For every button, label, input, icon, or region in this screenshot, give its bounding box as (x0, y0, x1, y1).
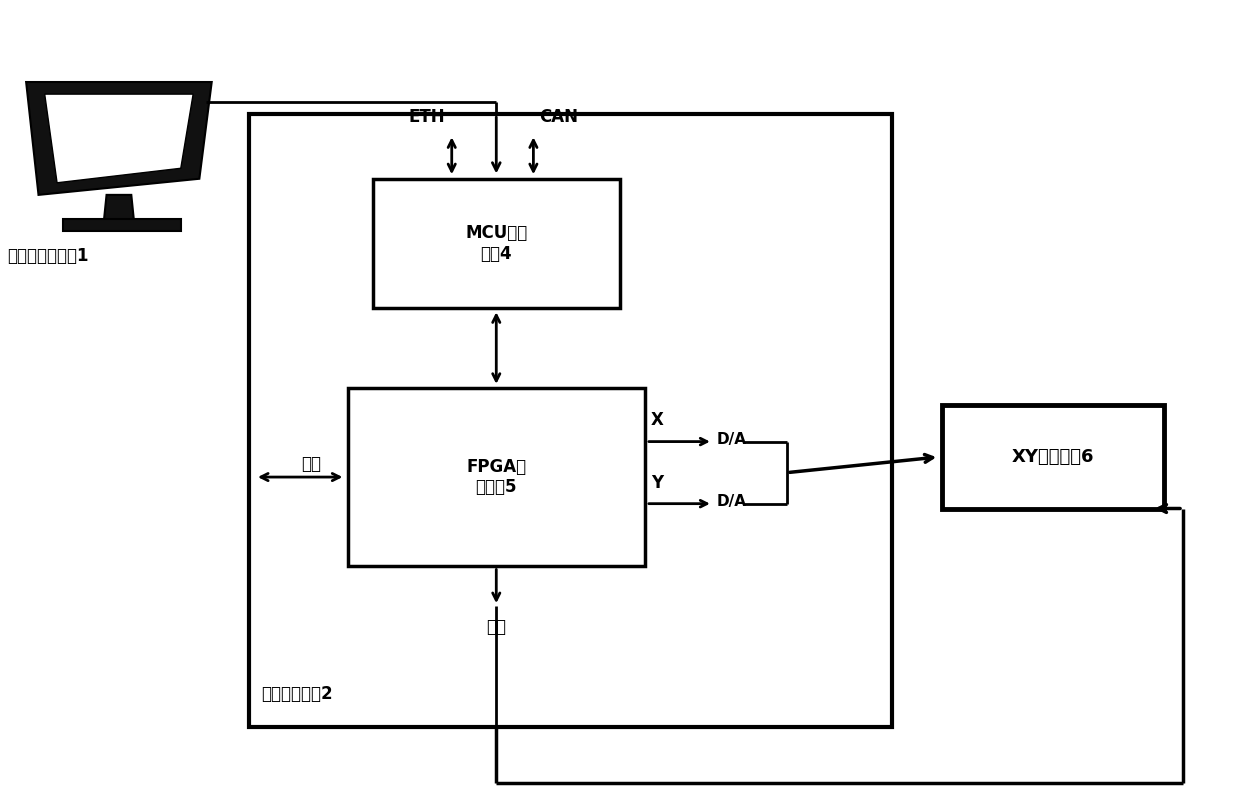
Text: 激光: 激光 (300, 455, 321, 473)
Text: X: X (651, 412, 663, 430)
Bar (372, 179, 620, 307)
Bar (941, 404, 1164, 510)
Text: 反馈: 反馈 (486, 618, 506, 636)
Bar (347, 388, 645, 565)
Text: ETH: ETH (409, 108, 445, 126)
Bar (249, 114, 893, 727)
Polygon shape (63, 219, 181, 231)
Polygon shape (45, 94, 193, 183)
Text: FPGA控
制模块5: FPGA控 制模块5 (466, 458, 526, 497)
Text: CAN: CAN (539, 108, 579, 126)
Text: D/A: D/A (717, 493, 746, 509)
Text: D/A: D/A (717, 432, 746, 447)
Text: MCU控制
模块4: MCU控制 模块4 (465, 224, 527, 263)
Text: 上位机控制模块1: 上位机控制模块1 (7, 248, 89, 265)
Text: XY振镜模块6: XY振镜模块6 (1012, 448, 1094, 466)
Text: 同步控制模块2: 同步控制模块2 (262, 684, 332, 703)
Text: Y: Y (651, 473, 663, 492)
Polygon shape (26, 82, 212, 195)
Polygon shape (104, 195, 134, 219)
